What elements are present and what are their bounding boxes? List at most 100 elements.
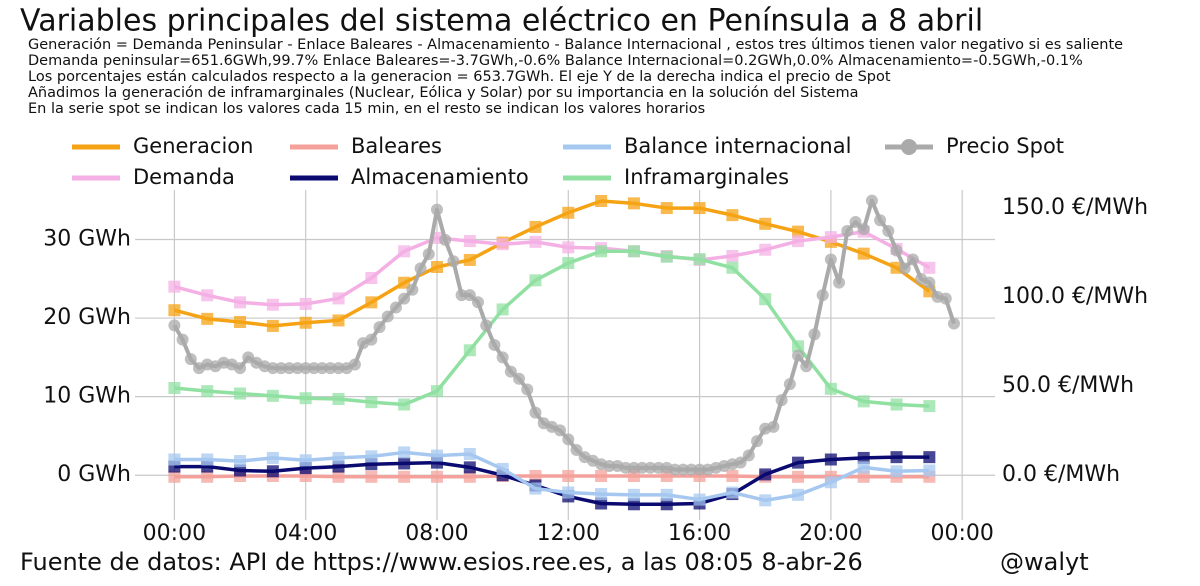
point — [636, 461, 649, 474]
point — [595, 195, 608, 207]
point — [447, 255, 460, 268]
point — [234, 296, 247, 309]
point — [496, 351, 509, 364]
point — [874, 214, 887, 227]
note: Generación = Demanda Peninsular - Enlace… — [28, 37, 1123, 53]
point — [348, 358, 361, 371]
point — [890, 465, 903, 478]
point — [513, 372, 526, 385]
point — [627, 488, 640, 501]
point — [463, 253, 476, 266]
point — [168, 453, 181, 466]
point — [824, 453, 837, 466]
point — [234, 455, 247, 468]
point — [726, 470, 739, 482]
legend-label: Precio Spot — [946, 134, 1064, 158]
point — [841, 224, 854, 237]
point — [496, 462, 509, 475]
point — [759, 243, 772, 256]
point — [923, 261, 936, 274]
point — [570, 444, 583, 457]
point — [299, 454, 312, 467]
source: Fuente de datos: API de https://www.esio… — [20, 548, 863, 576]
point — [529, 235, 542, 248]
point — [726, 209, 739, 222]
point — [332, 451, 345, 464]
point — [849, 216, 862, 229]
point — [299, 362, 312, 375]
point — [455, 289, 468, 302]
point — [693, 463, 706, 476]
chart-title: Variables principales del sistema eléctr… — [20, 4, 983, 39]
point — [414, 262, 427, 275]
note: Demanda peninsular=651.6GWh,99.7% Enlace… — [28, 53, 1083, 69]
point — [168, 280, 181, 293]
note: Añadimos la generación de inframarginale… — [28, 85, 859, 101]
x-tick-label: 08:00 — [405, 521, 468, 546]
point — [480, 319, 493, 332]
point — [439, 233, 452, 246]
point — [751, 435, 764, 448]
point — [365, 450, 378, 463]
point — [332, 292, 345, 305]
point — [365, 470, 378, 483]
point — [857, 223, 870, 236]
legend-label: Baleares — [351, 134, 442, 158]
x-tick-label: 00:00 — [930, 521, 993, 546]
point — [890, 451, 903, 464]
point — [923, 464, 936, 477]
point — [890, 244, 903, 257]
y2-tick-label: 50.0 €/MWh — [1002, 373, 1134, 398]
point — [759, 468, 772, 481]
point — [373, 321, 386, 334]
point — [168, 304, 181, 317]
point — [898, 262, 911, 275]
point — [463, 461, 476, 474]
point — [307, 362, 320, 375]
point — [184, 353, 197, 366]
point — [923, 451, 936, 464]
point — [627, 245, 640, 258]
point — [201, 470, 214, 483]
point — [792, 349, 805, 362]
point — [824, 476, 837, 489]
point — [660, 498, 673, 511]
point — [234, 387, 247, 400]
point — [365, 296, 378, 309]
point — [726, 261, 739, 274]
point — [430, 470, 443, 483]
point — [595, 245, 608, 258]
point — [316, 362, 329, 375]
point — [660, 202, 673, 215]
point — [923, 400, 936, 413]
note: En la serie spot se indican los valores … — [28, 101, 705, 117]
point — [529, 470, 542, 482]
point — [398, 470, 411, 483]
point — [398, 292, 411, 305]
point — [792, 456, 805, 469]
point — [365, 333, 378, 346]
point — [266, 362, 279, 375]
point — [332, 362, 345, 375]
point — [430, 261, 443, 273]
point — [398, 276, 411, 289]
point — [857, 470, 870, 483]
point — [430, 449, 443, 462]
point — [595, 488, 608, 501]
point — [595, 470, 608, 482]
point — [201, 453, 214, 466]
point — [619, 461, 632, 474]
point — [865, 194, 878, 207]
point — [824, 231, 837, 244]
point — [644, 461, 657, 474]
legend-label: Inframarginales — [624, 165, 789, 189]
point — [808, 328, 821, 341]
x-tick-label: 04:00 — [274, 521, 337, 546]
legend-marker — [901, 139, 917, 155]
point — [463, 289, 476, 302]
point — [472, 296, 485, 309]
point — [234, 316, 247, 328]
point — [824, 382, 837, 395]
point — [562, 470, 575, 482]
point — [693, 253, 706, 266]
